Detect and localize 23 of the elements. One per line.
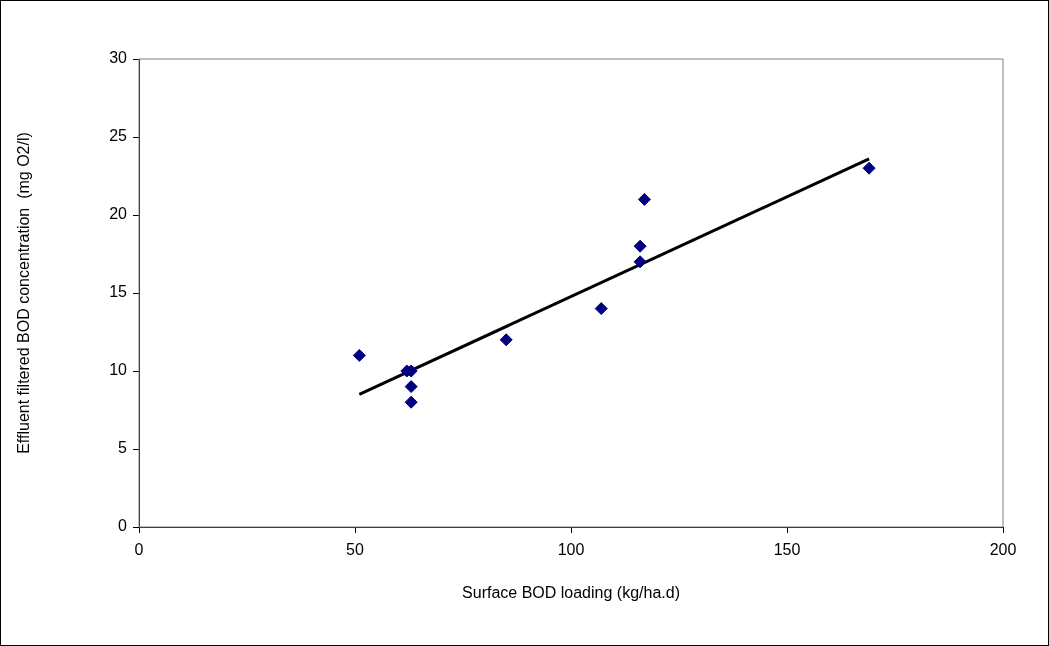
x-tick-label: 0 <box>134 541 144 559</box>
point <box>633 239 647 253</box>
point <box>594 302 608 316</box>
y-tick-label: 10 <box>109 361 128 379</box>
point <box>637 192 651 206</box>
x-tick-label: 200 <box>989 541 1017 559</box>
point <box>352 348 366 362</box>
x-axis-title: Surface BOD loading (kg/ha.d) <box>462 583 680 601</box>
y-tick-label: 25 <box>109 127 128 145</box>
y-tick-label: 15 <box>109 283 128 301</box>
y-tick-label: 5 <box>118 439 128 457</box>
y-tick-label: 20 <box>109 205 128 223</box>
point <box>499 333 513 347</box>
point <box>404 380 418 394</box>
point <box>862 161 876 175</box>
x-tick-label: 150 <box>773 541 801 559</box>
y-tick-label: 30 <box>109 49 128 67</box>
y-axis-title: Effluent filtered BOD concentration (mg O2/l) <box>15 132 33 454</box>
x-tick-label: 100 <box>557 541 585 559</box>
point <box>633 255 647 269</box>
x-tick-label: 50 <box>346 541 364 559</box>
point <box>404 395 418 409</box>
y-tick-label: 0 <box>118 517 128 535</box>
